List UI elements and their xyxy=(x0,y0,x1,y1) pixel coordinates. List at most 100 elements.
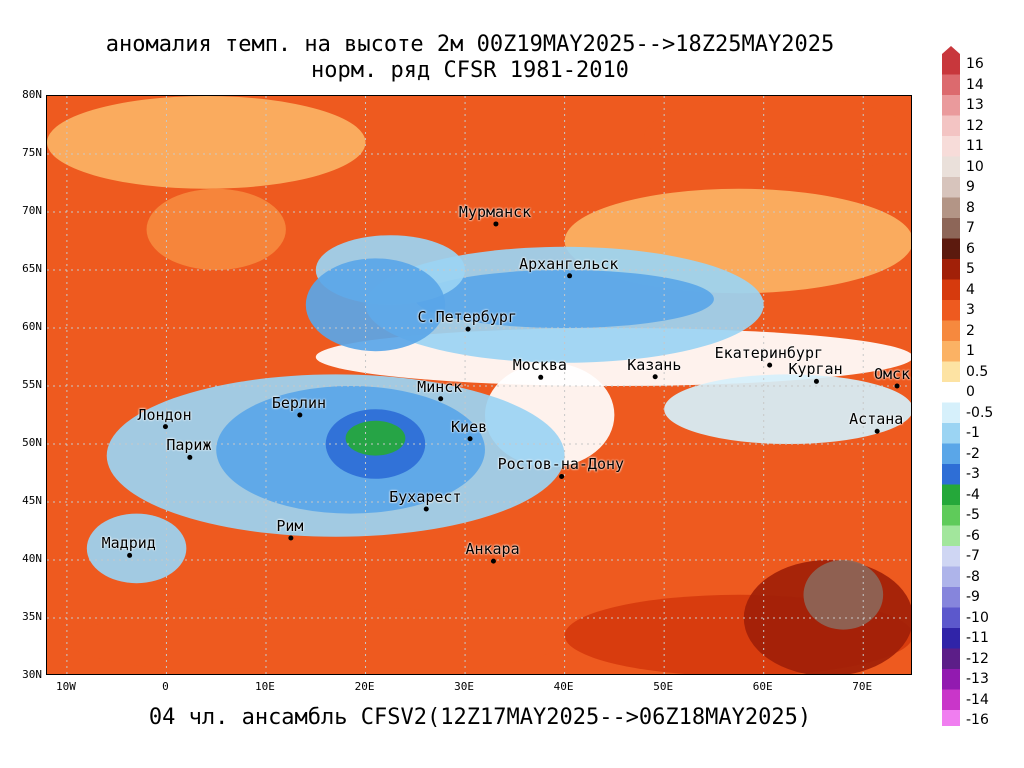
legend-swatch xyxy=(942,566,960,587)
legend-value: -0.5 xyxy=(966,404,994,421)
legend-swatch xyxy=(942,382,960,403)
legend-swatch xyxy=(942,587,960,608)
city-label: Минск xyxy=(417,377,463,396)
legend-swatch xyxy=(942,54,960,75)
legend-swatch xyxy=(942,238,960,259)
legend-swatch xyxy=(942,443,960,464)
city-marker xyxy=(465,326,471,332)
legend-swatch xyxy=(942,689,960,710)
latitude-label: 60N xyxy=(22,320,42,333)
city-marker xyxy=(187,454,193,460)
city-label: Бухарест xyxy=(389,487,462,506)
legend-swatch xyxy=(942,648,960,669)
legend-value: -11 xyxy=(966,630,989,646)
legend-swatch xyxy=(942,95,960,116)
legend-value: -12 xyxy=(966,650,989,667)
anomaly-region xyxy=(803,560,884,630)
longitude-label: 0 xyxy=(162,680,169,693)
city-marker xyxy=(493,221,499,227)
anomaly-region xyxy=(146,188,286,270)
city-label: Казань xyxy=(627,355,682,374)
legend-swatch xyxy=(942,300,960,321)
city-marker xyxy=(894,383,900,389)
longitude-label: 10W xyxy=(55,680,76,693)
legend-swatch xyxy=(942,177,960,198)
city-marker xyxy=(490,558,496,564)
legend-value: -4 xyxy=(966,486,980,503)
legend-value: -9 xyxy=(966,589,980,605)
city-label: С.Петербург xyxy=(417,308,517,327)
city-label: Мадрид xyxy=(101,534,156,553)
latitude-label: 55N xyxy=(22,378,42,391)
anomaly-region xyxy=(86,513,187,584)
longitude-label: 40E xyxy=(553,680,574,693)
city-label: Париж xyxy=(166,436,212,455)
anomaly-map xyxy=(46,95,912,675)
legend-swatch xyxy=(942,628,960,649)
longitude-label: 30E xyxy=(454,680,474,693)
city-label: Екатеринбург xyxy=(714,344,824,363)
latitude-label: 40N xyxy=(22,552,42,565)
city-marker xyxy=(567,273,573,279)
legend-value: 16 xyxy=(966,56,984,72)
city-marker xyxy=(288,535,294,541)
longitude-label: 70E xyxy=(852,680,873,693)
legend-value: 5 xyxy=(966,261,975,277)
color-legend xyxy=(942,46,960,726)
city-label: Лондон xyxy=(137,405,192,424)
legend-value: 2 xyxy=(966,322,975,339)
map-footer: 04 чл. ансамбль CFSV2(12Z17MAY2025-->06Z… xyxy=(148,705,812,730)
city-marker xyxy=(467,436,473,442)
legend-value: 7 xyxy=(966,220,975,236)
legend-value: 6 xyxy=(966,240,975,257)
longitude-label: 50E xyxy=(653,680,674,693)
city-label: Астана xyxy=(849,410,904,429)
legend-value: 4 xyxy=(966,281,975,298)
anomaly-region xyxy=(664,374,911,444)
legend-value: 1 xyxy=(966,343,975,359)
city-marker xyxy=(874,428,880,434)
legend-swatch xyxy=(942,505,960,526)
city-marker xyxy=(538,374,544,380)
city-marker xyxy=(559,473,565,479)
legend-value: -8 xyxy=(966,568,980,585)
legend-swatch xyxy=(942,74,960,95)
city-marker xyxy=(423,506,429,512)
legend-swatch xyxy=(942,464,960,485)
longitude-label: 10E xyxy=(255,680,275,693)
city-marker xyxy=(652,374,658,380)
anomaly-region xyxy=(345,420,406,456)
city-marker xyxy=(127,552,133,558)
legend-swatch xyxy=(942,218,960,239)
city-label: Киев xyxy=(451,417,488,436)
city-label: Анкара xyxy=(465,540,520,559)
legend-value: -1 xyxy=(966,425,980,441)
longitude-label: 60E xyxy=(752,680,773,693)
city-marker xyxy=(813,378,819,384)
legend-value: 0 xyxy=(966,384,975,400)
legend-value: -14 xyxy=(966,691,989,708)
legend-swatch xyxy=(942,361,960,382)
legend-value: 0.5 xyxy=(966,363,989,380)
latitude-label: 30N xyxy=(22,668,42,681)
legend-swatch xyxy=(942,669,960,690)
city-label: Ростов-на-Дону xyxy=(497,455,625,474)
longitude-label: 20E xyxy=(354,680,375,693)
legend-swatch xyxy=(942,115,960,136)
legend-swatch xyxy=(942,197,960,218)
anomaly-region xyxy=(47,96,366,189)
city-label: Омск xyxy=(874,365,911,383)
latitude-label: 75N xyxy=(22,146,42,159)
legend-swatch xyxy=(942,320,960,341)
city-label: Мурманск xyxy=(458,202,532,221)
city-label: Архангельск xyxy=(519,254,619,273)
legend-swatch xyxy=(942,484,960,505)
city-label: Курган xyxy=(788,360,843,379)
legend-swatch xyxy=(942,136,960,157)
legend-swatch xyxy=(942,546,960,567)
map-title-line2: норм. ряд CFSR 1981-2010 xyxy=(311,58,629,83)
city-marker xyxy=(162,424,168,430)
legend-value: -13 xyxy=(966,671,989,687)
city-marker xyxy=(767,362,773,368)
legend-swatch xyxy=(942,607,960,628)
